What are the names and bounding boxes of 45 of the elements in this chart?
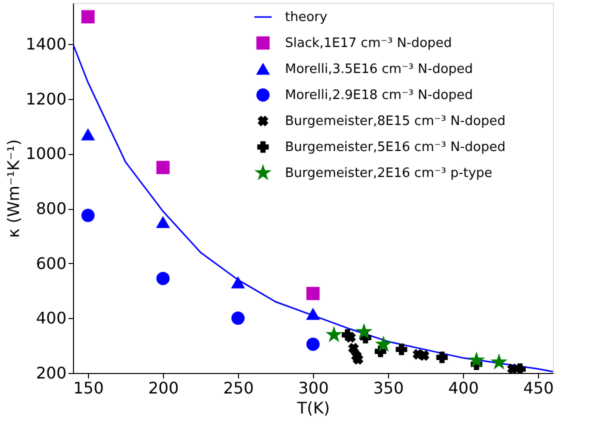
point (418, 350, 430, 361)
y-tick-label: 400 (36, 308, 66, 328)
legend-label: Burgemeister,8E15 cm⁻³ N-doped (285, 114, 506, 129)
point (491, 354, 507, 369)
point (306, 338, 320, 351)
legend-label: Morelli,3.5E16 cm⁻³ N-doped (285, 62, 473, 77)
point (156, 216, 170, 228)
x-tick-label: 250 (223, 378, 254, 398)
point (348, 343, 359, 354)
point (396, 344, 408, 356)
x-tick-label: 450 (523, 378, 554, 398)
legend-label: Slack,1E17 cm⁻³ N-doped (285, 36, 452, 51)
point (156, 160, 170, 174)
legend-label: theory (285, 10, 328, 25)
point (306, 286, 320, 300)
point (436, 352, 448, 364)
x-tick-label: 400 (448, 378, 479, 398)
point (326, 326, 342, 342)
point (352, 354, 364, 364)
y-tick-label: 1200 (26, 89, 66, 108)
y-axis-title: κ (Wm⁻¹K⁻¹) (4, 139, 23, 238)
point (231, 276, 245, 288)
point (356, 324, 372, 338)
legend-label: Morelli,2.9E18 cm⁻³ N-doped (285, 88, 473, 103)
point (468, 352, 484, 367)
legend-label: Burgemeister,5E16 cm⁻³ N-doped (285, 140, 506, 155)
point (81, 10, 95, 24)
x-tick-label: 200 (148, 378, 179, 398)
y-tick-label: 200 (36, 364, 66, 382)
legend-label: Burgemeister,2E16 cm⁻³ p-type (285, 166, 492, 181)
point (306, 308, 320, 320)
y-tick-label: 1000 (26, 144, 66, 164)
y-tick-label: 600 (36, 254, 66, 273)
y-tick-label: 800 (36, 199, 66, 218)
point (81, 128, 95, 140)
point (81, 208, 95, 222)
point (156, 272, 170, 286)
point (376, 336, 392, 351)
x-tick-label: 150 (73, 378, 104, 398)
point (342, 329, 354, 341)
y-tick-label: 1400 (26, 34, 66, 54)
point (231, 312, 245, 325)
x-axis-title: T(K) (296, 398, 330, 418)
x-tick-label: 300 (298, 378, 329, 398)
x-tick-label: 350 (373, 378, 404, 398)
